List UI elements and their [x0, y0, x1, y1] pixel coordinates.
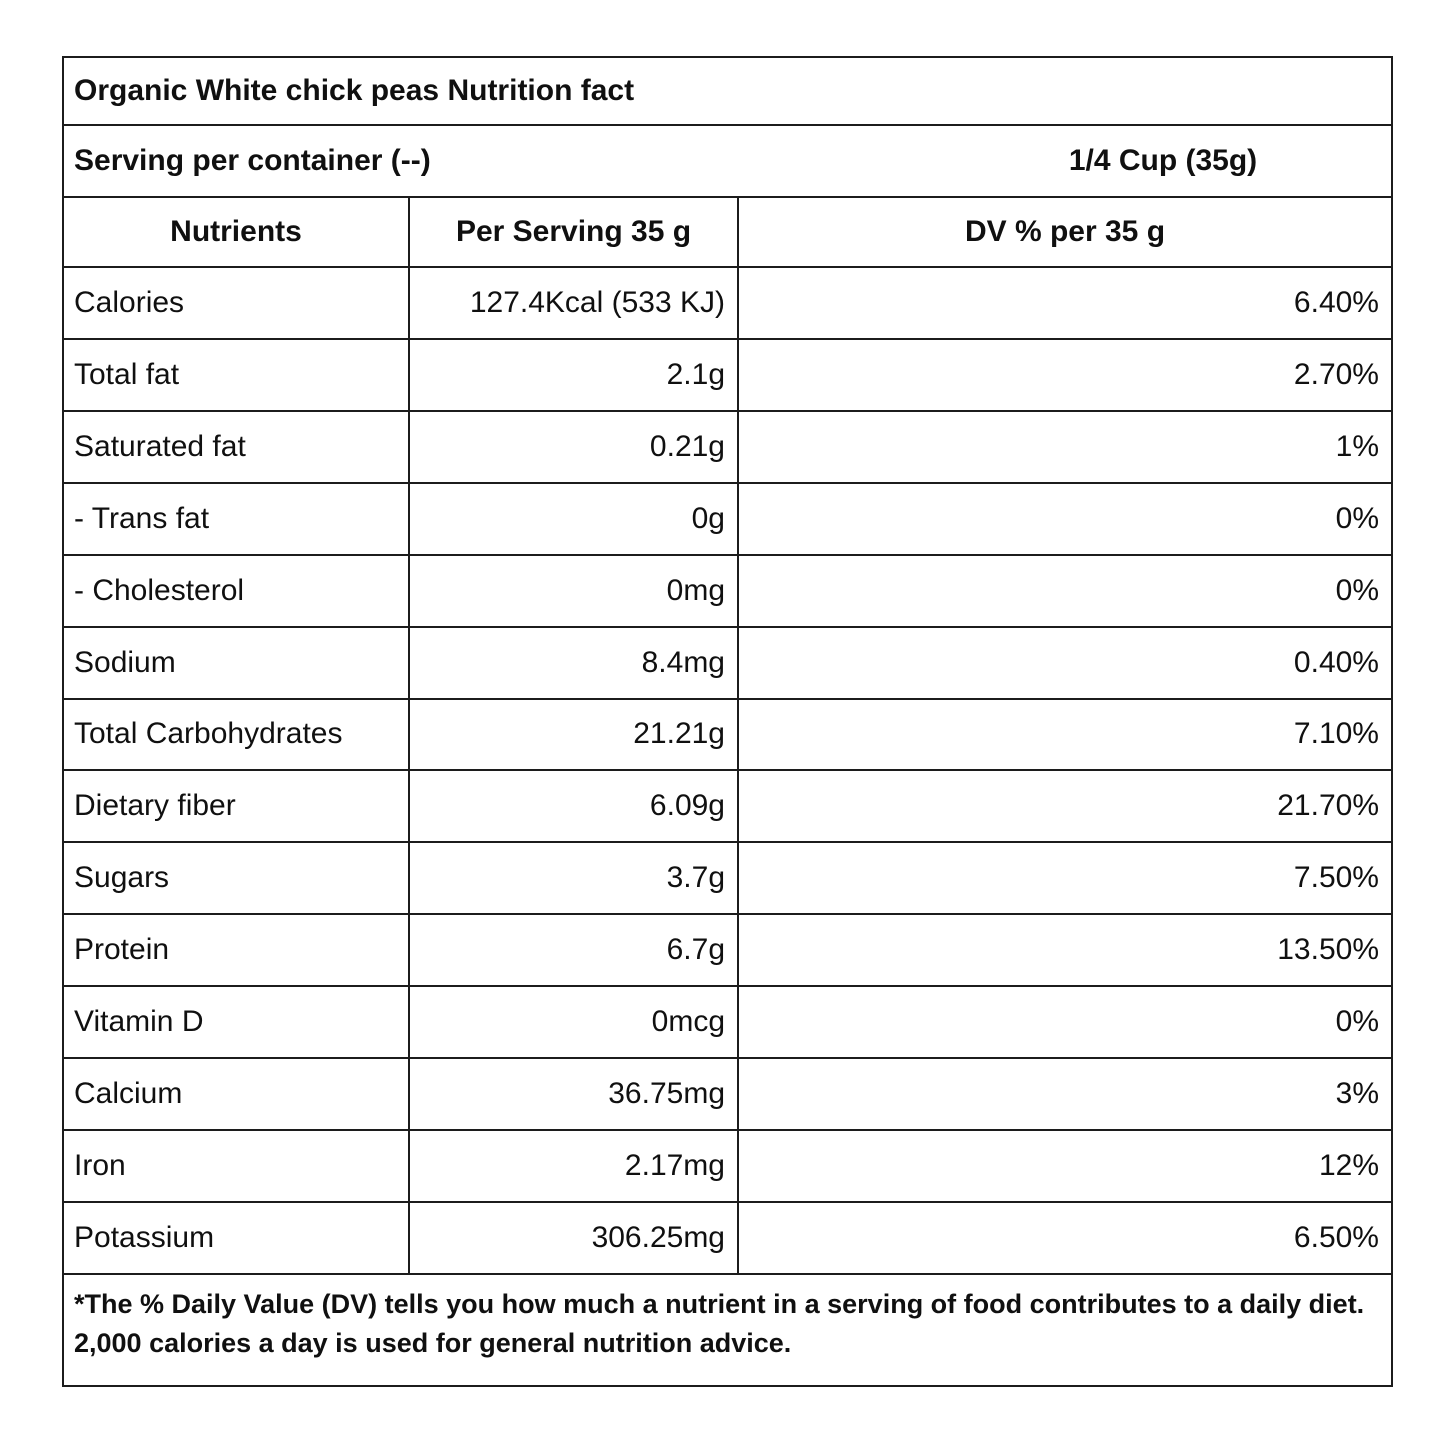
table-row: Dietary fiber 6.09g 21.70% — [64, 771, 1391, 844]
nutrition-facts-table: Organic White chick peas Nutrition fact … — [62, 56, 1393, 1387]
column-header-per-serving: Per Serving 35 g — [410, 198, 739, 266]
dv-percent-cell: 21.70% — [1277, 789, 1379, 823]
dv-percent-cell: 0% — [1335, 501, 1379, 535]
column-header-nutrients: Nutrients — [64, 198, 410, 266]
per-serving-value-cell: 3.7g — [410, 843, 739, 914]
dv-percent-cell: 12% — [1318, 1149, 1379, 1183]
table-row: Total fat 2.1g 2.70% — [64, 339, 1391, 412]
nutrient-name-cell: Total Carbohydrates — [64, 699, 410, 770]
table-row: - Cholesterol 0mg 0% — [64, 555, 1391, 628]
nutrient-name-cell: Dietary fiber — [64, 771, 410, 842]
per-serving-value-cell: 2.1g — [410, 339, 739, 410]
dv-percent-cell: 0.40% — [1293, 645, 1379, 679]
per-serving-value-cell: 6.09g — [410, 771, 739, 842]
header-row: Nutrients Per Serving 35 g DV % per 35 g — [64, 198, 1391, 268]
nutrient-name-cell: Calories — [64, 268, 410, 338]
serving-row: Serving per container (--) 1/4 Cup (35g) — [64, 126, 1391, 198]
table-row: Calcium 36.75mg 3% — [64, 1059, 1391, 1132]
per-serving-value-cell: 127.4Kcal (533 KJ) — [410, 268, 739, 338]
title-row: Organic White chick peas Nutrition fact — [64, 58, 1391, 126]
dv-percent-cell: 7.50% — [1293, 861, 1379, 895]
footnote-text: *The % Daily Value (DV) tells you how mu… — [74, 1289, 1365, 1359]
dv-percent-cell: 6.40% — [1293, 285, 1379, 319]
dv-percent-cell: 0% — [1335, 1005, 1379, 1039]
per-serving-value-cell: 0g — [410, 483, 739, 554]
table-row: Saturated fat 0.21g 1% — [64, 411, 1391, 484]
table-row: Iron 2.17mg 12% — [64, 1131, 1391, 1203]
nutrient-rows: Calories 127.4Kcal (533 KJ) 6.40% Total … — [64, 268, 1391, 1275]
table-row: Sodium 8.4mg 0.40% — [64, 627, 1391, 700]
dv-percent-cell: 1% — [1335, 429, 1379, 463]
serving-per-container-label: Serving per container (--) — [74, 144, 431, 177]
nutrient-name-cell: Total fat — [64, 339, 410, 410]
dv-percent-cell: 0% — [1335, 573, 1379, 607]
dv-percent-cell: 7.10% — [1293, 717, 1379, 751]
nutrient-name-cell: - Cholesterol — [64, 555, 410, 626]
table-row: Protein 6.7g 13.50% — [64, 915, 1391, 988]
per-serving-value-cell: 0mcg — [410, 987, 739, 1058]
table-row: Total Carbohydrates 21.21g 7.10% — [64, 699, 1391, 772]
per-serving-value-cell: 0.21g — [410, 411, 739, 482]
nutrient-name-cell: Protein — [64, 915, 410, 986]
column-header-dv-percent: DV % per 35 g — [964, 215, 1166, 248]
table-row: Calories 127.4Kcal (533 KJ) 6.40% — [64, 268, 1391, 340]
daily-value-footnote: *The % Daily Value (DV) tells you how mu… — [64, 1275, 1391, 1385]
table-row: Sugars 3.7g 7.50% — [64, 843, 1391, 916]
per-serving-value-cell: 2.17mg — [410, 1131, 739, 1201]
table-row: - Trans fat 0g 0% — [64, 483, 1391, 556]
dv-percent-cell: 13.50% — [1277, 933, 1379, 967]
dv-percent-cell: 3% — [1335, 1077, 1379, 1111]
nutrient-name-cell: Iron — [64, 1131, 410, 1201]
table-row: Vitamin D 0mcg 0% — [64, 987, 1391, 1060]
per-serving-value-cell: 6.7g — [410, 915, 739, 986]
per-serving-value-cell: 36.75mg — [410, 1059, 739, 1130]
per-serving-value-cell: 0mg — [410, 555, 739, 626]
dv-percent-cell: 6.50% — [1293, 1220, 1379, 1254]
page-title: Organic White chick peas Nutrition fact — [74, 74, 635, 107]
per-serving-value-cell: 21.21g — [410, 699, 739, 770]
nutrient-name-cell: Vitamin D — [64, 987, 410, 1058]
table-row: Potassium 306.25mg 6.50% — [64, 1202, 1391, 1275]
serving-size-value: 1/4 Cup (35g) — [1068, 144, 1258, 177]
nutrient-name-cell: Sodium — [64, 627, 410, 698]
dv-percent-cell: 2.70% — [1293, 357, 1379, 391]
nutrient-name-cell: Calcium — [64, 1059, 410, 1130]
nutrient-name-cell: Potassium — [64, 1202, 410, 1273]
nutrient-name-cell: - Trans fat — [64, 483, 410, 554]
nutrient-name-cell: Saturated fat — [64, 411, 410, 482]
nutrient-name-cell: Sugars — [64, 843, 410, 914]
per-serving-value-cell: 306.25mg — [410, 1202, 739, 1273]
per-serving-value-cell: 8.4mg — [410, 627, 739, 698]
